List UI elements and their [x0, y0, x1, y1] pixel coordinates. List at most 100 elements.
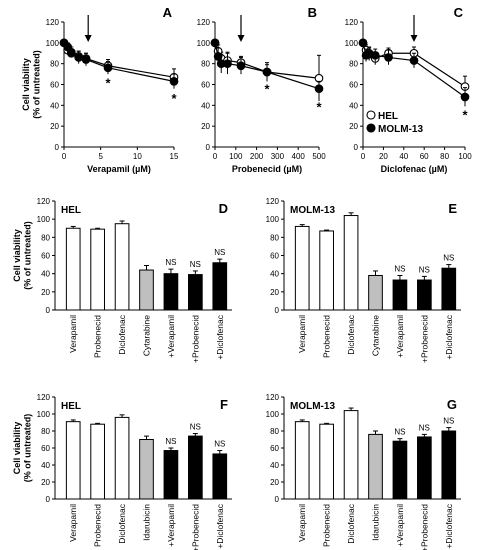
y-tick-label: 120: [197, 18, 211, 27]
panel-label: D: [219, 201, 228, 216]
x-tick-label: 0: [361, 152, 366, 161]
x-tick-label: 5: [98, 152, 103, 161]
panel-label: A: [163, 5, 173, 20]
y-tick-label: 120: [345, 18, 359, 27]
y-tick-label: 80: [270, 427, 279, 436]
ns-label: NS: [190, 260, 201, 269]
x-tick-label: 0: [213, 152, 218, 161]
y-tick-label: 0: [46, 306, 51, 315]
bar: [343, 410, 359, 500]
legend: HEL MOLM-13: [366, 110, 423, 135]
y-tick-label: 120: [37, 393, 51, 402]
significance-star: *: [264, 82, 270, 97]
y-tick-label: 100: [46, 39, 60, 48]
data-point: [358, 38, 368, 48]
y-tick-label: 80: [41, 427, 50, 436]
data-point: [74, 53, 84, 62]
category-label: Diclofenac: [117, 503, 127, 543]
significance-star: *: [105, 75, 111, 90]
data-point: [460, 92, 470, 102]
y-axis-label: Cell viability(% of untreated): [21, 50, 41, 119]
y-tick-label: 0: [275, 306, 280, 315]
bar: [417, 436, 432, 500]
significance-star: *: [316, 99, 322, 114]
y-tick-label: 60: [201, 81, 210, 90]
legend-marker: [366, 110, 376, 120]
x-tick-label: 400: [292, 152, 306, 161]
y-tick-label: 60: [270, 444, 279, 453]
series-molm-13: [59, 38, 179, 89]
x-tick-label: 200: [250, 152, 264, 161]
panel-title: HEL: [61, 401, 81, 412]
bar: [294, 421, 310, 500]
bar: [294, 225, 310, 311]
category-label: +Probenecid: [419, 504, 429, 550]
bar: [368, 433, 383, 500]
panel-label: G: [447, 397, 457, 412]
significance-star: *: [462, 108, 468, 123]
bar: [139, 269, 154, 311]
x-tick-label: 300: [271, 152, 285, 161]
bar: [139, 439, 154, 500]
category-label: +Verapamil: [395, 315, 405, 358]
category-label: Verapamil: [68, 504, 78, 542]
data-point: [370, 50, 380, 60]
category-label: +Verapamil: [166, 315, 176, 358]
bar: [417, 279, 432, 311]
bar: [392, 440, 408, 500]
data-point: [66, 47, 76, 57]
bar: [163, 273, 179, 311]
bar: [319, 230, 334, 311]
y-tick-label: 80: [41, 233, 50, 242]
y-tick-label: 120: [266, 393, 280, 402]
x-tick-label: 60: [420, 152, 429, 161]
panel-label: F: [220, 397, 228, 412]
data-point: [210, 38, 220, 48]
ns-label: NS: [165, 258, 176, 267]
y-axis-label: Cell viability(% of untreated): [12, 414, 32, 483]
category-label: +Probenecid: [419, 315, 429, 363]
data-point: [223, 59, 232, 69]
bar: [65, 227, 81, 311]
x-tick-label: 40: [399, 152, 408, 161]
y-tick-label: 60: [349, 81, 358, 90]
series-molm-13: [210, 38, 324, 96]
data-point: [314, 84, 324, 94]
category-label: Cytarabine: [371, 315, 381, 356]
category-label: Idarubicin: [142, 504, 152, 541]
bar: [65, 421, 81, 500]
ns-label: NS: [394, 264, 405, 273]
ns-label: NS: [190, 423, 201, 432]
category-label: Diclofenac: [117, 314, 127, 354]
ns-label: NS: [419, 423, 430, 432]
y-tick-label: 60: [270, 252, 279, 261]
category-label: +Probenecid: [190, 315, 200, 363]
x-tick-label: 10: [133, 152, 142, 161]
panel-c: 0 20 40 60 80 100 120 0 20 40 60 80 100 Diclofenac (µ…: [345, 5, 473, 174]
panel-f: 0 20 40 60 80 100 120 Cell viability(% of untre…: [12, 393, 232, 550]
y-tick-label: 100: [37, 410, 51, 419]
y-tick-label: 80: [349, 60, 358, 69]
ns-label: NS: [394, 428, 405, 437]
dose-arrow-head: [410, 35, 418, 42]
category-label: +Diclofenac: [444, 314, 454, 359]
legend-label: HEL: [378, 111, 398, 122]
bar: [212, 262, 228, 311]
y-tick-label: 40: [41, 270, 50, 279]
legend-marker: [366, 123, 376, 133]
y-tick-label: 20: [50, 122, 59, 131]
x-tick-label: 500: [312, 152, 326, 161]
panel-b: 0 20 40 60 80 100 120 0 100 200 300 400 500 Probeneci…: [197, 5, 327, 174]
y-tick-label: 100: [37, 215, 51, 224]
panel-g: 0 20 40 60 80 100 120 MOLM-13 G Verapamil Probenec…: [266, 393, 461, 550]
panel-label: B: [308, 5, 317, 20]
category-label: Idarubicin: [371, 504, 381, 541]
y-tick-label: 20: [201, 122, 210, 131]
y-tick-label: 0: [46, 495, 51, 504]
y-tick-label: 0: [206, 143, 211, 152]
y-tick-label: 120: [37, 197, 51, 206]
data-point: [384, 53, 393, 62]
category-label: Probenecid: [322, 315, 332, 358]
